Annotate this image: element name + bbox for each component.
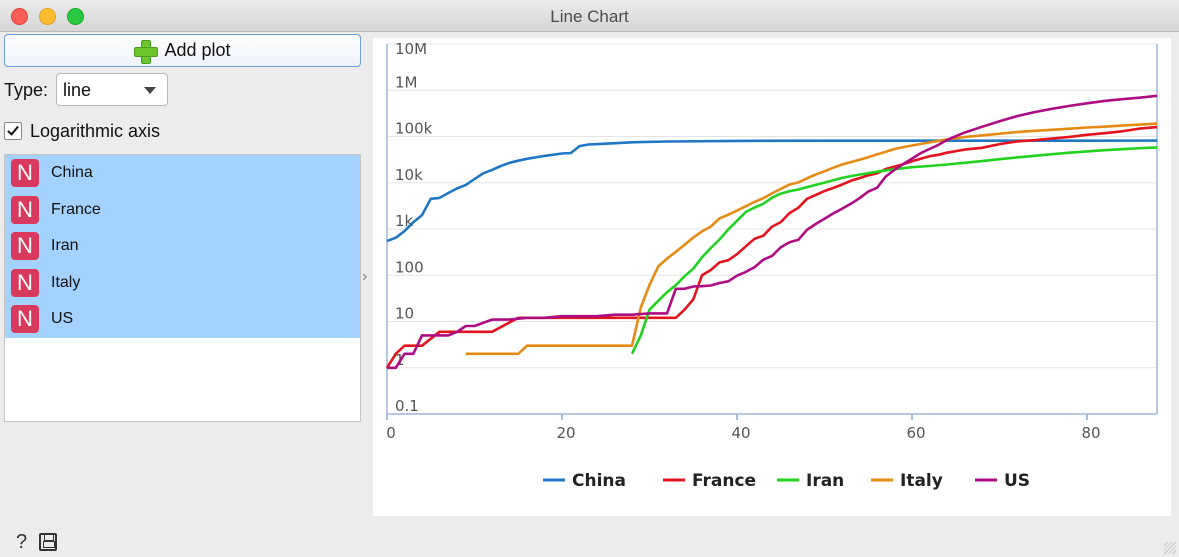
series-line-italy <box>465 122 1158 356</box>
numeric-variable-icon: N <box>11 195 39 224</box>
legend-label-italy: Italy <box>900 471 943 491</box>
x-tick-label: 20 <box>556 424 575 442</box>
list-item-label: China <box>51 164 93 182</box>
title-bar: Line Chart <box>0 0 1179 32</box>
save-icon[interactable] <box>39 533 58 551</box>
close-window-button[interactable] <box>11 8 28 25</box>
minimize-window-button[interactable] <box>39 8 56 25</box>
plot-area: 0.1 1 10 100 1k 10k 100k 1M 10M 0 20 40 60 80 China Fra… <box>373 38 1171 516</box>
help-icon[interactable]: ? <box>16 531 28 553</box>
legend-label-iran: Iran <box>806 471 844 491</box>
x-tick-label: 0 <box>386 424 396 442</box>
list-item-label: US <box>51 310 74 328</box>
type-select[interactable]: line <box>56 73 168 106</box>
y-tick-label: 10M <box>395 40 427 58</box>
maximize-window-button[interactable] <box>67 8 84 25</box>
numeric-variable-icon: N <box>11 232 39 261</box>
list-item[interactable]: N China <box>5 155 360 192</box>
log-axis-label: Logarithmic axis <box>30 120 161 141</box>
series-line-us <box>387 94 1158 370</box>
window-title: Line Chart <box>550 7 629 26</box>
plus-icon <box>134 39 159 64</box>
numeric-variable-icon: N <box>11 305 39 334</box>
type-select-value: line <box>63 80 92 100</box>
x-tick-label: 60 <box>906 424 925 442</box>
legend-label-us: US <box>1004 471 1030 491</box>
add-plot-label: Add plot <box>164 40 231 60</box>
status-bar: ? <box>16 531 58 553</box>
chevron-right-icon[interactable]: › <box>362 268 368 285</box>
list-item[interactable]: N Italy <box>5 264 360 301</box>
numeric-variable-icon: N <box>11 159 39 188</box>
list-item[interactable]: N France <box>5 191 360 228</box>
y-tick-label: 100 <box>395 258 424 276</box>
y-tick-label: 10 <box>395 305 414 323</box>
type-label: Type: <box>4 80 49 100</box>
list-item[interactable]: N Iran <box>5 228 360 265</box>
list-item[interactable]: N US <box>5 301 360 338</box>
list-item-label: Iran <box>51 237 79 255</box>
list-item-label: Italy <box>51 273 81 291</box>
series-list: N China N France N Iran N Italy N US <box>4 154 361 422</box>
series-line-china <box>386 139 1158 243</box>
y-tick-label: 10k <box>395 166 423 184</box>
list-item-label: France <box>51 200 101 218</box>
series-line-iran <box>630 146 1158 355</box>
log-axis-option[interactable]: Logarithmic axis <box>4 121 160 141</box>
log-axis-checkbox[interactable] <box>4 122 22 140</box>
add-plot-button[interactable]: Add plot <box>4 34 361 67</box>
chevron-down-icon <box>144 87 156 94</box>
numeric-variable-icon: N <box>11 268 39 297</box>
y-tick-label: 1k <box>395 212 414 230</box>
y-tick-label: 100k <box>395 120 433 138</box>
x-tick-label: 40 <box>731 424 750 442</box>
legend-label-france: France <box>692 471 756 491</box>
y-tick-label: 1M <box>395 73 418 91</box>
x-tick-label: 80 <box>1081 424 1100 442</box>
resize-grip-icon[interactable] <box>1164 542 1176 554</box>
series-line-france <box>385 125 1158 369</box>
legend-label-china: China <box>572 471 626 491</box>
y-tick-label: 0.1 <box>395 397 419 415</box>
checkmark-icon <box>7 123 19 136</box>
